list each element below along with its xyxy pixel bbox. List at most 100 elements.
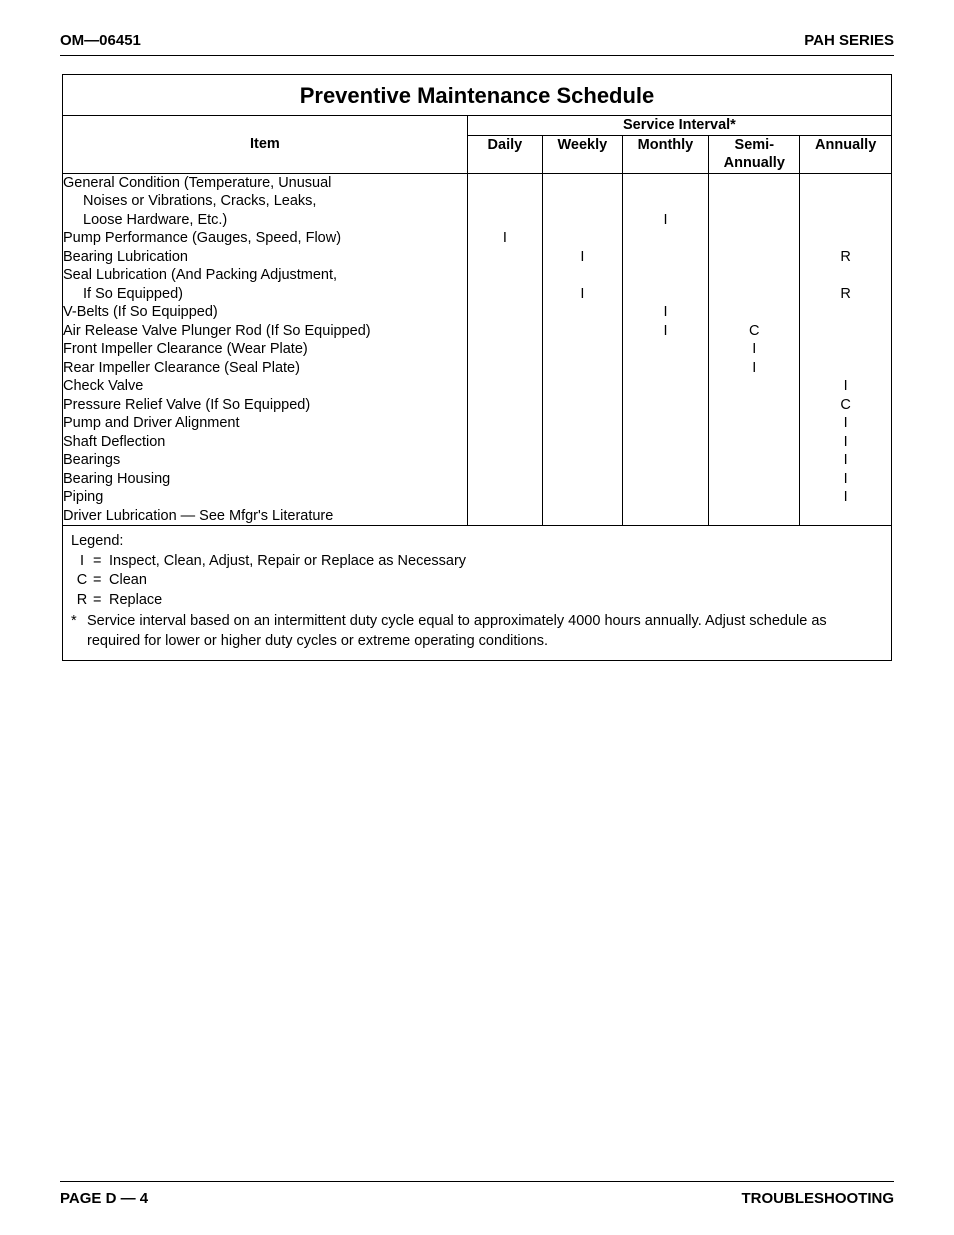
- service-code: [468, 451, 542, 470]
- service-code: [709, 211, 799, 230]
- service-code: I: [800, 377, 891, 396]
- service-code: [800, 192, 891, 211]
- service-code: [623, 192, 709, 211]
- service-code: [543, 377, 622, 396]
- service-code: [623, 451, 709, 470]
- service-code: [543, 470, 622, 489]
- service-code: [468, 359, 542, 378]
- header-monthly: Monthly: [622, 135, 709, 173]
- item-text: Loose Hardware, Etc.): [63, 211, 467, 230]
- service-code: [623, 340, 709, 359]
- service-code: [468, 303, 542, 322]
- service-code: [468, 414, 542, 433]
- item-text: Piping: [63, 488, 467, 507]
- page-number: PAGE D — 4: [60, 1190, 148, 1207]
- service-code: [543, 303, 622, 322]
- item-text: Air Release Valve Plunger Rod (If So Equ…: [63, 322, 467, 341]
- service-code: [623, 488, 709, 507]
- service-code: [468, 211, 542, 230]
- service-code: [623, 248, 709, 267]
- service-code: [543, 414, 622, 433]
- legend-symbol: I: [71, 552, 93, 572]
- item-text: Pump and Driver Alignment: [63, 414, 467, 433]
- legend-symbol: C: [71, 571, 93, 591]
- service-code: [468, 174, 542, 193]
- series-name: PAH SERIES: [804, 32, 894, 49]
- service-code: [623, 174, 709, 193]
- service-code: [709, 377, 799, 396]
- monthly-column: I II: [622, 173, 709, 526]
- service-code: [543, 451, 622, 470]
- legend-item: R=Replace: [71, 591, 883, 611]
- table-title: Preventive Maintenance Schedule: [63, 75, 891, 116]
- page-footer: PAGE D — 4 TROUBLESHOOTING: [60, 1181, 894, 1207]
- daily-column: I: [467, 173, 542, 526]
- service-code: [468, 377, 542, 396]
- item-text: Bearing Lubrication: [63, 248, 467, 267]
- item-text: Seal Lubrication (And Packing Adjustment…: [63, 266, 467, 285]
- service-code: [468, 322, 542, 341]
- service-code: [468, 192, 542, 211]
- doc-id: OM—06451: [60, 32, 141, 49]
- service-code: [543, 174, 622, 193]
- service-code: [800, 303, 891, 322]
- annually-column: R R ICIIIII: [800, 173, 891, 526]
- item-text: Check Valve: [63, 377, 467, 396]
- header-rule: [60, 55, 894, 56]
- service-code: [543, 396, 622, 415]
- header-service-interval: Service Interval*: [467, 116, 891, 135]
- service-code: [468, 340, 542, 359]
- semi-annually-column: CII: [709, 173, 800, 526]
- service-code: I: [800, 470, 891, 489]
- service-code: I: [709, 340, 799, 359]
- legend-equals: =: [93, 591, 109, 611]
- service-code: [543, 192, 622, 211]
- service-code: [623, 433, 709, 452]
- service-code: [709, 285, 799, 304]
- service-code: [709, 507, 799, 526]
- service-code: C: [709, 322, 799, 341]
- service-code: I: [709, 359, 799, 378]
- footer-rule: [60, 1181, 894, 1182]
- document-page: OM—06451 PAH SERIES Preventive Maintenan…: [0, 0, 954, 1235]
- service-code: R: [800, 285, 891, 304]
- table-body: General Condition (Temperature, UnusualN…: [63, 173, 891, 526]
- legend-item: I=Inspect, Clean, Adjust, Repair or Repl…: [71, 552, 883, 572]
- service-code: [709, 303, 799, 322]
- service-code: [468, 248, 542, 267]
- service-code: I: [800, 433, 891, 452]
- section-name: TROUBLESHOOTING: [742, 1190, 895, 1207]
- service-code: [468, 396, 542, 415]
- header-item: Item: [63, 116, 467, 173]
- service-code: [543, 229, 622, 248]
- service-code: [623, 359, 709, 378]
- service-code: [623, 229, 709, 248]
- service-code: [468, 266, 542, 285]
- service-code: I: [468, 229, 542, 248]
- legend-text: Inspect, Clean, Adjust, Repair or Replac…: [109, 552, 883, 572]
- service-code: R: [800, 248, 891, 267]
- service-code: [800, 340, 891, 359]
- legend-symbol: R: [71, 591, 93, 611]
- service-code: [468, 470, 542, 489]
- item-text: If So Equipped): [63, 285, 467, 304]
- service-code: [543, 322, 622, 341]
- service-code: [709, 470, 799, 489]
- service-code: I: [800, 488, 891, 507]
- item-column: General Condition (Temperature, UnusualN…: [63, 173, 467, 526]
- footnote-text: Service interval based on an intermitten…: [87, 612, 883, 651]
- service-code: [468, 488, 542, 507]
- service-code: [543, 507, 622, 526]
- service-code: C: [800, 396, 891, 415]
- item-text: Shaft Deflection: [63, 433, 467, 452]
- item-text: Noises or Vibrations, Cracks, Leaks,: [63, 192, 467, 211]
- service-code: [623, 414, 709, 433]
- service-code: [543, 266, 622, 285]
- service-code: [709, 451, 799, 470]
- service-code: I: [800, 414, 891, 433]
- item-text: Pressure Relief Valve (If So Equipped): [63, 396, 467, 415]
- legend-text: Replace: [109, 591, 883, 611]
- service-code: I: [623, 211, 709, 230]
- service-code: [543, 359, 622, 378]
- item-text: General Condition (Temperature, Unusual: [63, 174, 467, 193]
